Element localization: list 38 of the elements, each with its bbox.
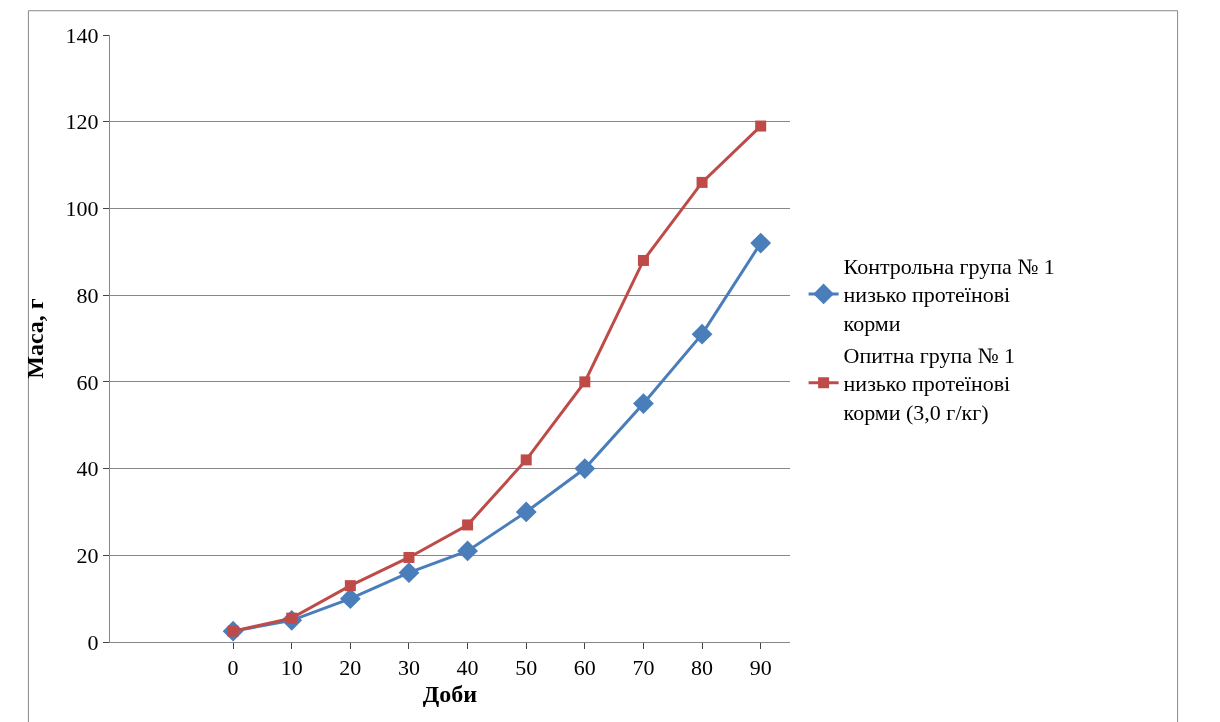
legend-label: Контрольна група № 1 низько протеїнові корми	[843, 253, 1055, 337]
point	[574, 458, 596, 479]
y-tick-label: 40	[76, 456, 99, 482]
point	[691, 323, 713, 345]
x-tick-label: 30	[397, 655, 420, 681]
y-tick-label: 100	[65, 196, 99, 222]
point	[462, 519, 474, 531]
point	[579, 376, 591, 388]
x-tick-label: 10	[280, 655, 303, 681]
point	[750, 232, 772, 254]
point	[344, 580, 356, 592]
y-tick-label: 120	[65, 109, 99, 135]
x-tick-label: 0	[227, 655, 239, 681]
x-tick-label: 40	[456, 655, 479, 681]
y-tick-label: 80	[76, 282, 99, 308]
point	[633, 393, 654, 414]
y-tick-label: 60	[76, 369, 99, 395]
point	[520, 454, 532, 466]
x-tick-label: 20	[339, 655, 362, 681]
point	[457, 540, 478, 562]
x-tick-label: 90	[749, 655, 772, 681]
point	[696, 176, 708, 188]
legend-label: Опитна група № 1 низько протеїнові корми (3,0 г/кг)	[843, 342, 1015, 425]
y-tick-label: 0	[87, 629, 99, 655]
point	[398, 562, 420, 584]
x-tick-label: 80	[691, 655, 714, 681]
point	[403, 551, 415, 563]
point	[755, 120, 767, 132]
x-tick-label: 60	[573, 655, 596, 681]
point	[637, 254, 649, 266]
x-tick-label: 50	[515, 655, 538, 681]
y-tick-label: 140	[65, 22, 99, 48]
x-axis-title: Доби	[422, 680, 478, 707]
point	[339, 588, 361, 610]
point	[515, 501, 537, 523]
x-tick-label: 70	[632, 655, 655, 681]
y-axis-title: Маса, г	[21, 298, 48, 379]
y-tick-label: 20	[76, 542, 99, 568]
